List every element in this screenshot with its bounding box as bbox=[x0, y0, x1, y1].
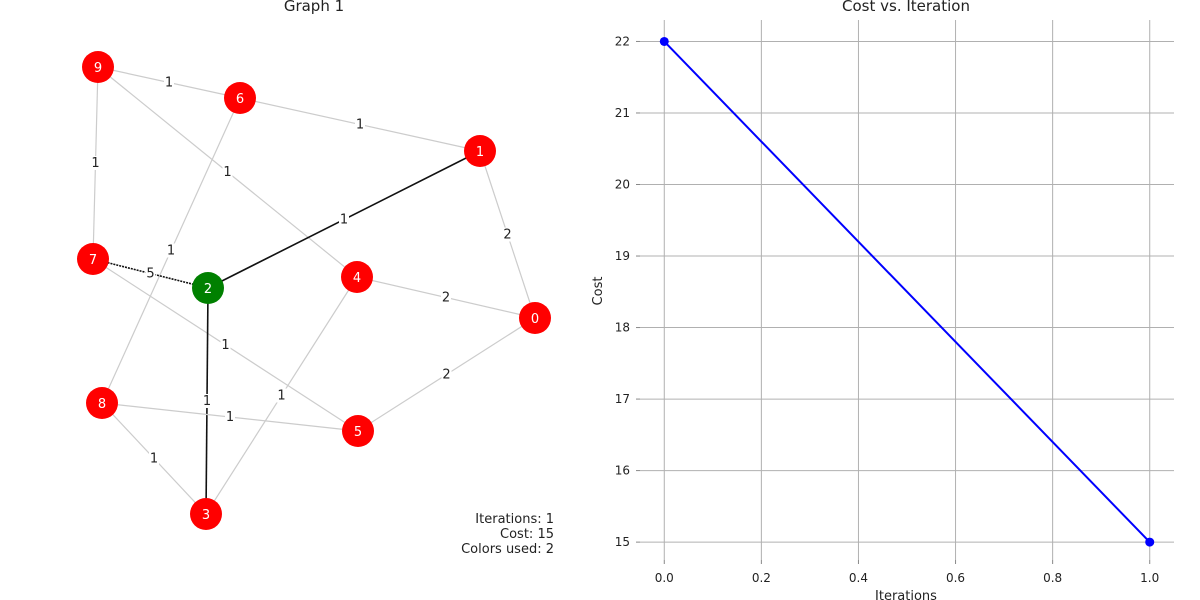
x-tick-label: 1.0 bbox=[1140, 571, 1159, 585]
y-tick-label: 17 bbox=[615, 392, 630, 406]
node-7 bbox=[77, 243, 109, 275]
info-colors-used: Colors used: 2 bbox=[461, 542, 554, 557]
y-tick-label: 21 bbox=[615, 106, 630, 120]
node-label-7: 7 bbox=[89, 253, 97, 268]
edge-label-bg bbox=[166, 243, 176, 258]
x-tick-label: 0.8 bbox=[1043, 571, 1062, 585]
node-label-4: 4 bbox=[353, 271, 361, 286]
edge-weight-label: 1 bbox=[203, 394, 211, 409]
edge-weight-label: 1 bbox=[223, 165, 231, 180]
info-iterations: Iterations: 1 bbox=[475, 512, 554, 527]
edge-label-bg bbox=[355, 117, 365, 132]
chart-title: Cost vs. Iteration bbox=[842, 0, 970, 15]
x-tick-label: 0.0 bbox=[655, 571, 674, 585]
node-3 bbox=[190, 498, 222, 530]
node-label-8: 8 bbox=[98, 397, 106, 412]
cost-point-0 bbox=[659, 36, 669, 46]
edge-weight-label: 2 bbox=[442, 291, 450, 306]
edge-label-bg bbox=[149, 451, 159, 466]
x-axis-label: Iterations bbox=[875, 589, 937, 600]
y-tick-label: 18 bbox=[615, 321, 630, 335]
edge-weight-label: 1 bbox=[226, 410, 234, 425]
node-label-0: 0 bbox=[531, 312, 539, 327]
chart-grid bbox=[640, 20, 1174, 560]
y-tick-label: 19 bbox=[615, 249, 630, 263]
x-tick-label: 0.2 bbox=[752, 571, 771, 585]
edge-weight-label: 5 bbox=[146, 267, 154, 282]
node-0 bbox=[519, 302, 551, 334]
edge-weight-label: 1 bbox=[340, 213, 348, 228]
edge-label-bg bbox=[276, 388, 287, 403]
node-label-3: 3 bbox=[202, 508, 210, 523]
node-label-2: 2 bbox=[204, 282, 212, 297]
node-5 bbox=[342, 415, 374, 447]
edge-weight-label: 1 bbox=[91, 156, 99, 171]
graph-title: Graph 1 bbox=[284, 0, 344, 15]
edge-label-bg bbox=[220, 338, 231, 352]
node-9 bbox=[82, 51, 114, 83]
edge-label-bg bbox=[502, 227, 513, 242]
node-6 bbox=[224, 82, 256, 114]
info-cost: Cost: 15 bbox=[500, 527, 554, 542]
edge-7-2 bbox=[92, 258, 209, 289]
node-label-5: 5 bbox=[354, 425, 362, 440]
edge-label-bg bbox=[441, 367, 452, 382]
y-tick-label: 22 bbox=[615, 34, 630, 48]
cost-series-line bbox=[663, 40, 1151, 543]
x-tick-label: 0.6 bbox=[946, 571, 965, 585]
chart-ticks: 0.0 0.2 0.4 0.6 0.8 1.0 15 16 17 18 19 20 21 22 bbox=[615, 34, 1160, 585]
node-label-9: 9 bbox=[94, 61, 102, 76]
edge-weight-label: 1 bbox=[150, 452, 158, 467]
edge-weight-label: 1 bbox=[221, 338, 229, 353]
edge-label-bg bbox=[145, 266, 156, 281]
node-1 bbox=[464, 135, 496, 167]
edge-label-bg bbox=[222, 165, 233, 179]
edge-weight-label: 1 bbox=[165, 76, 173, 91]
chart-series bbox=[659, 36, 1155, 547]
node-label-6: 6 bbox=[236, 92, 244, 107]
node-4 bbox=[341, 261, 373, 293]
edge-weight-label: 2 bbox=[503, 228, 511, 243]
edge-weight-label: 1 bbox=[167, 244, 175, 259]
edge-weight-label: 2 bbox=[442, 368, 450, 383]
y-tick-label: 20 bbox=[615, 178, 630, 192]
graph-nodes: 0 1 2 3 4 5 6 7 8 9 bbox=[77, 51, 551, 530]
y-axis-label: Cost bbox=[591, 277, 606, 306]
edge-label-bg bbox=[164, 75, 174, 90]
cost-point-1 bbox=[1145, 537, 1155, 547]
node-label-1: 1 bbox=[476, 145, 484, 160]
cost-chart: Cost vs. Iteration 0.0 0.2 0.4 0.6 0.8 1.0 15 1… bbox=[591, 0, 1174, 600]
edge-label-bg bbox=[225, 410, 235, 424]
edge-weight-label: 1 bbox=[356, 118, 364, 133]
y-tick-label: 16 bbox=[615, 464, 630, 478]
edge-label-bg bbox=[90, 156, 101, 170]
x-tick-label: 0.4 bbox=[849, 571, 868, 585]
edge-label-bg bbox=[339, 212, 349, 227]
edge-label-bg bbox=[202, 394, 212, 408]
graph-edges bbox=[92, 66, 536, 515]
y-tick-label: 15 bbox=[615, 535, 630, 549]
edge-weight-label: 1 bbox=[277, 389, 285, 404]
node-2 bbox=[192, 272, 224, 304]
node-8 bbox=[86, 387, 118, 419]
edge-label-bg bbox=[441, 290, 451, 305]
